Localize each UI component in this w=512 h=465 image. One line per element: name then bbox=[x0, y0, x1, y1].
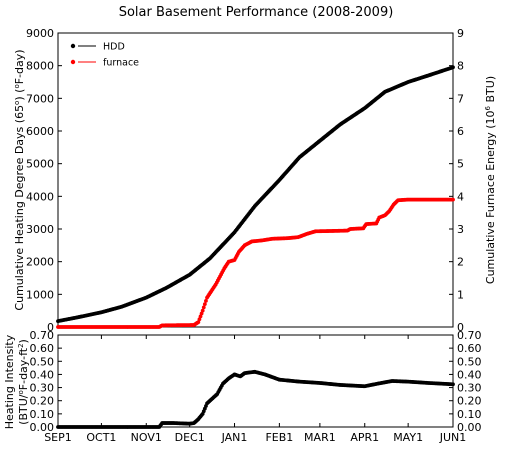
bottom-y-tick-label: 0.10 bbox=[30, 408, 55, 421]
bottom-y2-tick-label: 0.70 bbox=[457, 329, 482, 342]
top-y-tick-label: 7000 bbox=[26, 92, 54, 105]
bottom-y-tick-label: 0.00 bbox=[30, 421, 55, 434]
top-y2-tick-label: 9 bbox=[457, 27, 464, 40]
series-furnace bbox=[56, 197, 455, 329]
top-y-axis-label-sup: o bbox=[13, 101, 21, 105]
furnace-point bbox=[204, 298, 208, 303]
bottom-left-axis: 0.000.100.200.300.400.500.600.70 bbox=[30, 329, 62, 434]
bottom-x-tick-label: APR1 bbox=[350, 431, 379, 444]
top-y-axis-label-part1: Cumulative Heating Degree Days (65 bbox=[13, 105, 26, 311]
bottom-x-tick-label: JUN1 bbox=[439, 431, 467, 444]
bottom-y-tick-label: 0.20 bbox=[30, 395, 55, 408]
bottom-x-tick-label: OCT1 bbox=[86, 431, 116, 444]
bottom-x-tick-label: NOV1 bbox=[131, 431, 162, 444]
top-y2-axis-label-sup: 6 bbox=[484, 105, 492, 110]
top-y2-axis-label-part1: Cumulative Furnace Energy (10 bbox=[484, 110, 497, 284]
bottom-y-tick-label: 0.40 bbox=[30, 368, 55, 381]
series-hdd bbox=[56, 65, 455, 324]
legend: HDD furnace bbox=[70, 42, 139, 69]
top-y-axis-label-part2: ) ( bbox=[13, 89, 26, 101]
top-y-tick-label: 9000 bbox=[26, 27, 54, 40]
furnace-point bbox=[201, 305, 206, 310]
bottom-y2-tick-label: 0.20 bbox=[457, 395, 482, 408]
hdd-point bbox=[451, 65, 455, 70]
bottom-y2-tick-label: 0.40 bbox=[457, 368, 482, 381]
series-intensity bbox=[56, 369, 455, 429]
bottom-x-tick-label: DEC1 bbox=[175, 431, 205, 444]
top-y2-tick-label: 0 bbox=[457, 321, 464, 334]
top-y-tick-label: 4000 bbox=[26, 190, 54, 203]
top-y2-tick-label: 6 bbox=[457, 125, 464, 138]
top-plot-frame bbox=[57, 32, 454, 328]
legend-marker-furnace bbox=[70, 59, 76, 65]
top-y-tick-label: 5000 bbox=[26, 158, 54, 171]
top-y-tick-label: 6000 bbox=[26, 125, 54, 138]
top-y2-tick-label: 2 bbox=[457, 256, 464, 269]
bottom-right-axis: 0.000.100.200.300.400.500.600.70 bbox=[449, 329, 482, 434]
top-y2-tick-label: 8 bbox=[457, 60, 464, 73]
top-y-tick-label: 3000 bbox=[26, 223, 54, 236]
bottom-plot-frame bbox=[57, 334, 454, 428]
top-y-tick-label: 0 bbox=[47, 321, 54, 334]
furnace-point bbox=[198, 314, 203, 319]
bottom-y2-tick-label: 0.10 bbox=[457, 408, 482, 421]
bottom-y2-tick-label: 0.30 bbox=[457, 382, 482, 395]
bottom-y-tick-label: 0.60 bbox=[30, 342, 55, 355]
top-y-axis-label-part3: F-day) bbox=[13, 49, 26, 84]
top-y2-axis-label-part2: BTU) bbox=[484, 76, 497, 106]
top-y2-tick-label: 7 bbox=[457, 92, 464, 105]
bottom-x-tick-label: SEP1 bbox=[44, 431, 72, 444]
bottom-y-tick-label: 0.30 bbox=[30, 382, 55, 395]
bottom-y-axis-label: Heating Intensity (BTU/oF-day-ft2) bbox=[3, 334, 30, 429]
furnace-point bbox=[451, 197, 455, 202]
top-y2-tick-label: 4 bbox=[457, 190, 464, 203]
top-y-tick-label: 1000 bbox=[26, 288, 54, 301]
bottom-y-tick-label: 0.70 bbox=[30, 329, 55, 342]
chart-title: Solar Basement Performance (2008-2009) bbox=[119, 5, 394, 20]
furnace-point bbox=[196, 320, 201, 324]
bottom-y-tick-label: 0.50 bbox=[30, 355, 55, 368]
bottom-y-axis-label-line1: Heating Intensity bbox=[3, 334, 16, 429]
top-panel: 0 1000 2000 3000 4000 5000 6000 7000 8000 9000 0 1… bbox=[13, 27, 497, 334]
furnace-point bbox=[199, 311, 204, 316]
top-y2-tick-label: 1 bbox=[457, 288, 464, 301]
top-y2-axis-label: Cumulative Furnace Energy (106 BTU) bbox=[484, 76, 497, 284]
bottom-y2-tick-label: 0.50 bbox=[457, 355, 482, 368]
top-y2-tick-label: 5 bbox=[457, 158, 464, 171]
top-y-axis-label: Cumulative Heating Degree Days (65o) (oF… bbox=[13, 49, 26, 310]
top-y-axis-label-sup2: o bbox=[13, 84, 21, 88]
top-y-tick-label: 8000 bbox=[26, 60, 54, 73]
bottom-x-axis: SEP1 OCT1 NOV1 DEC1 JAN1 FEB1 MAR1 APR1 MAY1 JUN1 bbox=[44, 335, 466, 444]
top-y-tick-label: 2000 bbox=[26, 256, 54, 269]
bottom-y2-tick-label: 0.00 bbox=[457, 421, 482, 434]
bottom-y-axis-label-line2: (BTU/oF-day-ft2) bbox=[17, 339, 30, 425]
legend-marker-hdd bbox=[70, 43, 76, 49]
top-right-axis: 0 1 2 3 4 5 6 7 8 9 bbox=[449, 27, 464, 334]
legend-label-furnace: furnace bbox=[103, 58, 139, 69]
intensity-point bbox=[451, 382, 455, 387]
furnace-point bbox=[197, 317, 202, 322]
furnace-point bbox=[200, 308, 205, 313]
bottom-x-tick-label: MAY1 bbox=[393, 431, 423, 444]
furnace-point bbox=[202, 302, 207, 307]
bottom-x-tick-label: FEB1 bbox=[265, 431, 293, 444]
top-y2-tick-label: 3 bbox=[457, 223, 464, 236]
top-left-axis: 0 1000 2000 3000 4000 5000 6000 7000 8000 9000 bbox=[26, 27, 62, 334]
bottom-x-tick-label: JAN1 bbox=[221, 431, 248, 444]
bottom-y2-tick-label: 0.60 bbox=[457, 342, 482, 355]
legend-label-hdd: HDD bbox=[103, 42, 125, 53]
bottom-panel: 0.000.100.200.300.400.500.600.70 0.000.1… bbox=[3, 329, 482, 444]
bottom-x-tick-label: MAR1 bbox=[304, 431, 336, 444]
